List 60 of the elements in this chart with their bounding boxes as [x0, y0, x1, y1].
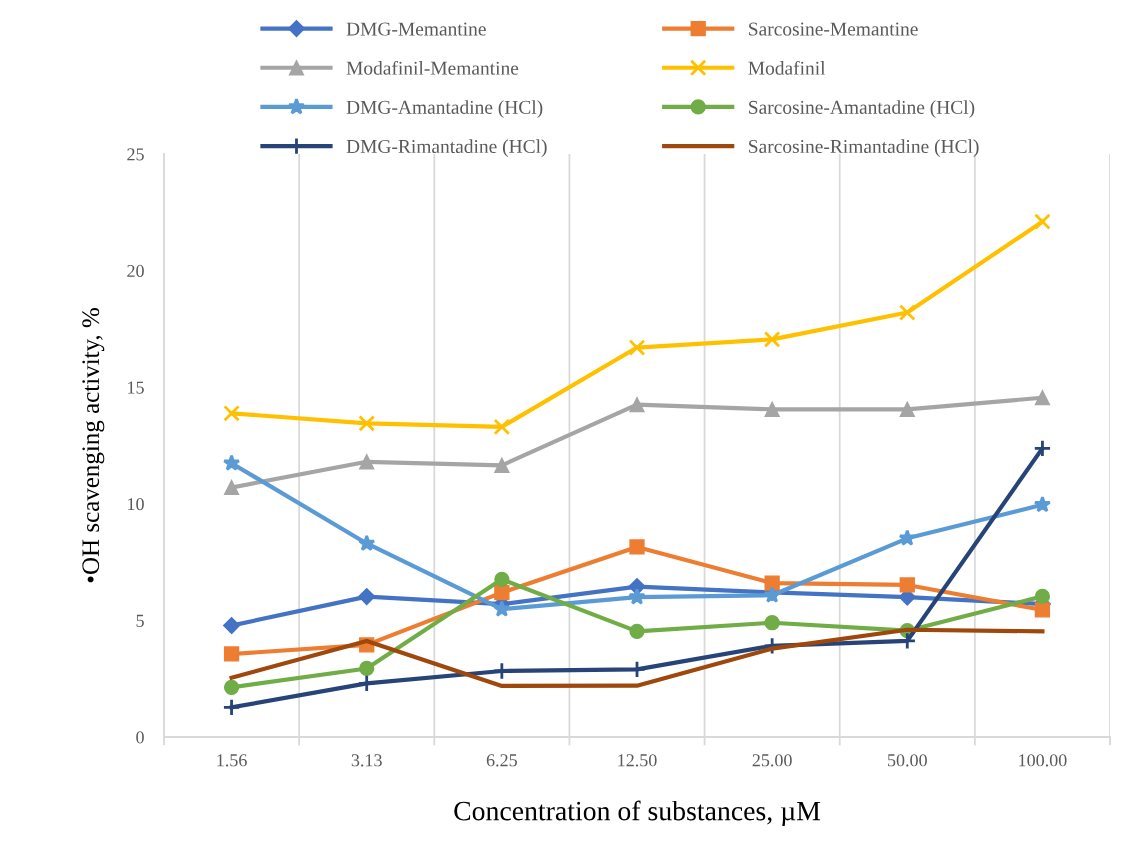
point [223, 404, 240, 422]
point [629, 623, 645, 639]
point [1034, 213, 1051, 230]
legend-label: Modafinil-Memantine [346, 60, 519, 75]
point [358, 588, 376, 606]
x-tick-label: 3.13 [351, 754, 382, 767]
legend-label: Sarcosine-Memantine [749, 22, 918, 36]
x-tick-label: 6.25 [486, 754, 517, 767]
point [358, 534, 376, 552]
point [223, 479, 240, 496]
y-tick-label: 25 [127, 148, 144, 161]
point [628, 339, 646, 356]
legend-label: Sarcosine-Rimantadine (HCl) [749, 139, 979, 157]
x-tick-label: 12.50 [618, 754, 657, 767]
point [223, 646, 240, 662]
x-axis-title: Concentration of substances, µM [454, 800, 821, 827]
point [357, 674, 376, 693]
legend-label: Modafinil [748, 60, 826, 75]
legend-label: DMG-Amantadine (HCl) [346, 100, 543, 118]
legend-label: DMG-Rimantadine (HCl) [346, 139, 547, 157]
point [764, 575, 780, 591]
point [494, 571, 510, 587]
point [764, 401, 780, 417]
y-tick-label: 0 [136, 731, 144, 744]
point [223, 679, 240, 695]
x-tick-label: 100.00 [1019, 754, 1067, 767]
point [899, 401, 915, 417]
point [222, 454, 241, 471]
y-tick-label: 15 [128, 381, 144, 394]
point [359, 454, 375, 470]
y-tick-label: 5 [136, 614, 144, 627]
point [898, 529, 916, 546]
y-tick-label: 20 [127, 264, 144, 278]
point [1034, 390, 1051, 406]
point [629, 539, 645, 555]
point [1034, 588, 1051, 605]
point [628, 588, 646, 605]
x-tick-label: 1.56 [217, 754, 247, 767]
point [223, 616, 241, 635]
point [899, 577, 915, 593]
point [222, 698, 241, 717]
point [358, 415, 376, 432]
point [1033, 495, 1052, 513]
point [629, 397, 645, 413]
point [493, 418, 511, 436]
point [764, 615, 780, 631]
legend-label: Sarcosine-Amantadine (HCl) [749, 100, 975, 118]
point [1034, 602, 1051, 618]
point [898, 304, 916, 321]
x-tick-label: 50.00 [888, 754, 927, 767]
y-tick-label: 10 [128, 498, 144, 511]
x-tick-label: 25.00 [752, 754, 792, 767]
y-axis-title: •OH scavenging activity, % [82, 308, 105, 583]
point [1033, 439, 1052, 458]
point [494, 585, 510, 601]
point [359, 660, 375, 677]
point [494, 457, 510, 473]
point [763, 331, 781, 348]
legend-label: DMG-Memantine [346, 22, 486, 36]
point [493, 600, 511, 617]
